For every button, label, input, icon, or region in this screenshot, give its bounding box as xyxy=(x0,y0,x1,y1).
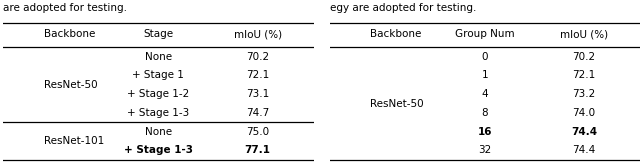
Text: 70.2: 70.2 xyxy=(573,52,596,62)
Text: 16: 16 xyxy=(477,127,492,137)
Text: 74.7: 74.7 xyxy=(246,108,269,118)
Text: 74.4: 74.4 xyxy=(571,127,597,137)
Text: 74.0: 74.0 xyxy=(573,108,596,118)
Text: 0: 0 xyxy=(481,52,488,62)
Text: None: None xyxy=(145,127,172,137)
Text: ResNet-50: ResNet-50 xyxy=(44,80,97,90)
Text: Stage: Stage xyxy=(143,29,173,39)
Text: mIoU (%): mIoU (%) xyxy=(560,29,608,39)
Text: 72.1: 72.1 xyxy=(246,70,269,80)
Text: 8: 8 xyxy=(481,108,488,118)
Text: 75.0: 75.0 xyxy=(246,127,269,137)
Text: egy are adopted for testing.: egy are adopted for testing. xyxy=(330,3,476,13)
Text: 70.2: 70.2 xyxy=(246,52,269,62)
Text: mIoU (%): mIoU (%) xyxy=(234,29,282,39)
Text: 73.2: 73.2 xyxy=(573,89,596,99)
Text: 1: 1 xyxy=(481,70,488,80)
Text: 72.1: 72.1 xyxy=(573,70,596,80)
Text: + Stage 1: + Stage 1 xyxy=(132,70,184,80)
Text: 32: 32 xyxy=(478,145,492,155)
Text: + Stage 1-3: + Stage 1-3 xyxy=(124,145,193,155)
Text: None: None xyxy=(145,52,172,62)
Text: ResNet-101: ResNet-101 xyxy=(44,136,104,146)
Text: 77.1: 77.1 xyxy=(244,145,271,155)
Text: Backbone: Backbone xyxy=(370,29,421,39)
Text: are adopted for testing.: are adopted for testing. xyxy=(3,3,127,13)
Text: 74.4: 74.4 xyxy=(573,145,596,155)
Text: 73.1: 73.1 xyxy=(246,89,269,99)
Text: + Stage 1-2: + Stage 1-2 xyxy=(127,89,189,99)
Text: Backbone: Backbone xyxy=(44,29,95,39)
Text: 4: 4 xyxy=(481,89,488,99)
Text: Group Num: Group Num xyxy=(455,29,515,39)
Text: + Stage 1-3: + Stage 1-3 xyxy=(127,108,189,118)
Text: ResNet-50: ResNet-50 xyxy=(370,98,424,109)
